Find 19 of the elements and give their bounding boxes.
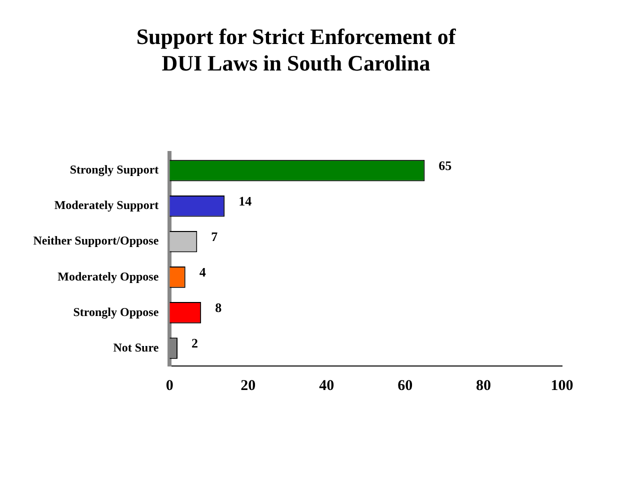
y-tick-label: Moderately Support [54, 198, 159, 212]
data-label: 2 [192, 336, 198, 351]
y-tick-label: Strongly Oppose [73, 304, 160, 319]
data-label: 14 [238, 193, 252, 208]
x-tick-label: 40 [319, 378, 334, 394]
x-tick-label: 100 [550, 378, 574, 394]
chart-title: Support for Strict Enforcement of DUI Laws in South Carolina [136, 24, 456, 76]
x-tick-label: 60 [398, 378, 413, 394]
data-label: 65 [438, 158, 452, 173]
y-tick-label: Not Sure [113, 340, 160, 354]
y-tick-label: Moderately Oppose [58, 269, 160, 284]
y-tick-label: Neither Support/Oppose [33, 234, 160, 248]
x-tick-label: 80 [476, 378, 492, 394]
y-tick-label: Strongly Support [70, 162, 159, 177]
data-label: 7 [211, 228, 218, 244]
data-label: 8 [215, 300, 222, 316]
x-tick-label: 20 [240, 378, 256, 394]
data-label: 4 [199, 264, 206, 280]
x-tick-label: 0 [166, 378, 174, 394]
